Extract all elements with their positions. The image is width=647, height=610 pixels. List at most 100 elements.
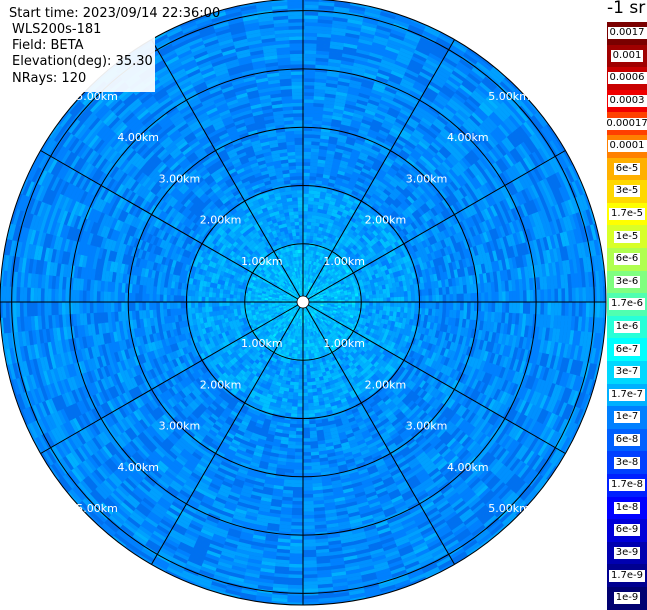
- range-gate-cell: [495, 292, 499, 303]
- range-gate-cell: [565, 288, 569, 303]
- range-gate-cell: [453, 286, 457, 295]
- range-gate-cell: [303, 29, 319, 33]
- range-gate-cell: [530, 290, 534, 303]
- range-gate-cell: [303, 92, 315, 96]
- range-gate-cell: [366, 295, 370, 299]
- range-gate-cell: [460, 294, 464, 303]
- range-gate-cell: [443, 302, 447, 310]
- range-gate-cell: [369, 291, 373, 295]
- range-gate-cell: [386, 293, 390, 298]
- range-gate-cell: [466, 285, 470, 295]
- range-gate-cell: [382, 289, 386, 294]
- range-gate-cell: [425, 308, 429, 315]
- range-gate-cell: [407, 291, 411, 297]
- range-gate-cell: [502, 302, 506, 314]
- range-gate-cell: [547, 289, 551, 303]
- range-gate-cell: [561, 302, 565, 317]
- range-gate-cell: [516, 291, 520, 303]
- range-gate-cell: [308, 204, 314, 208]
- range-gate-cell: [303, 1, 320, 5]
- range-gate-cell: [464, 302, 468, 312]
- range-gate-cell: [397, 292, 401, 298]
- range-gate-cell: [303, 71, 316, 75]
- range-gate-cell: [453, 302, 457, 311]
- range-gate-cell: [303, 50, 318, 54]
- range-gate-cell: [379, 289, 383, 294]
- range-gate-cell: [540, 302, 544, 316]
- range-gate-cell: [596, 286, 600, 303]
- range-gate-cell: [310, 162, 318, 166]
- range-gate-cell: [303, 134, 313, 138]
- range-gate-cell: [303, 225, 307, 229]
- range-gate-cell: [393, 307, 397, 313]
- range-gate-cell: [575, 302, 579, 318]
- range-gate-cell: [446, 302, 450, 311]
- range-gate-cell: [456, 310, 460, 319]
- range-gate-cell: [432, 302, 436, 310]
- range-gate-cell: [471, 293, 475, 303]
- range-gate-cell: [303, 26, 319, 30]
- range-gate-cell: [309, 190, 316, 194]
- range-gate-cell: [425, 289, 429, 296]
- range-gate-cell: [393, 287, 397, 293]
- range-gate-cell: [404, 302, 408, 308]
- range-gate-cell: [499, 302, 503, 314]
- range-gate-cell: [303, 183, 310, 187]
- range-gate-cell: [554, 302, 558, 317]
- range-gate-cell: [303, 12, 320, 16]
- range-gate-cell: [530, 302, 534, 315]
- range-gate-cell: [345, 297, 349, 300]
- range-gate-cell: [303, 176, 310, 180]
- range-gate-cell: [389, 288, 393, 294]
- range-gate-cell: [303, 89, 315, 93]
- range-gate-cell: [435, 309, 439, 317]
- range-gate-cell: [460, 285, 464, 294]
- range-gate-cell: [565, 302, 569, 317]
- range-gate-cell: [512, 302, 516, 314]
- range-gate-cell: [380, 294, 384, 299]
- range-gate-cell: [411, 302, 415, 308]
- range-gate-cell: [429, 302, 433, 309]
- range-gate-cell: [383, 293, 387, 298]
- range-gate-cell: [526, 302, 530, 315]
- range-gate-cell: [311, 152, 320, 156]
- range-gate-cell: [303, 159, 311, 163]
- range-gate-cell: [453, 294, 457, 303]
- range-gate-cell: [303, 103, 315, 107]
- range-gate-cell: [303, 148, 312, 152]
- range-gate-cell: [303, 229, 307, 233]
- range-gate-cell: [303, 232, 307, 236]
- range-gate-cell: [376, 306, 380, 311]
- range-gate-cell: [303, 236, 307, 240]
- range-gate-cell: [310, 159, 318, 163]
- range-gate-cell: [401, 302, 405, 308]
- range-gate-cell: [397, 307, 401, 313]
- range-gate-cell: [551, 302, 555, 317]
- range-gate-cell: [492, 292, 496, 303]
- range-gate-cell: [303, 204, 309, 208]
- range-gate-cell: [568, 288, 572, 304]
- range-gate-cell: [386, 306, 390, 311]
- range-gate-cell: [303, 33, 319, 37]
- range-gate-cell: [519, 302, 523, 315]
- range-gate-cell: [452, 310, 456, 319]
- range-gate-cell: [526, 290, 530, 303]
- range-gate-cell: [589, 302, 593, 319]
- range-gate-cell: [307, 218, 312, 222]
- range-gate-cell: [495, 302, 499, 313]
- range-gate-cell: [600, 302, 604, 319]
- range-gate-cell: [308, 197, 314, 201]
- range-gate-cell: [485, 302, 489, 313]
- range-gate-cell: [568, 302, 572, 318]
- range-gate-cell: [303, 194, 309, 198]
- range-gate-cell: [362, 295, 366, 299]
- range-gate-cell: [387, 302, 391, 307]
- range-gate-cell: [366, 302, 370, 306]
- range-gate-cell: [450, 294, 454, 303]
- range-gate-cell: [432, 288, 436, 296]
- range-gate-cell: [303, 78, 316, 82]
- range-gate-cell: [439, 309, 443, 317]
- range-gate-cell: [303, 43, 318, 47]
- range-gate-cell: [418, 302, 422, 309]
- range-gate-cell: [459, 310, 463, 319]
